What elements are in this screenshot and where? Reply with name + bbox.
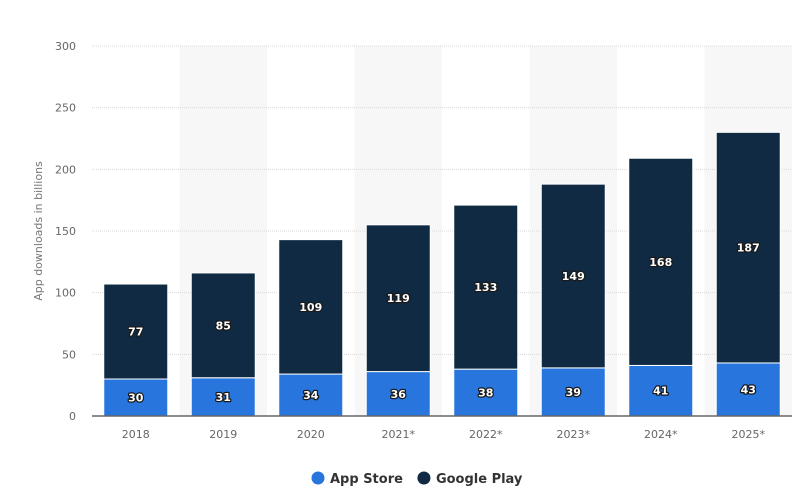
data-label: 34 (303, 389, 319, 402)
y-tick-label: 100 (55, 287, 76, 300)
data-label: 41 (653, 385, 668, 398)
bar-google-play (190, 272, 256, 379)
data-label: 38 (478, 387, 493, 400)
data-label: 36 (391, 388, 407, 401)
legend-item: Google Play (436, 472, 523, 487)
bar-google-play (278, 239, 344, 375)
bar-google-play (365, 224, 431, 373)
x-tick-label: 2022* (469, 428, 503, 441)
bar-app-store (628, 364, 694, 417)
x-tick-label: 2018 (122, 428, 150, 441)
data-label: 30 (128, 392, 144, 405)
data-label: 43 (741, 383, 756, 396)
x-tick-label: 2020 (297, 428, 325, 441)
legend-item: App Store (330, 472, 403, 487)
legend-marker (417, 471, 431, 485)
y-tick-label: 300 (55, 40, 76, 53)
x-tick-label: 2025* (732, 428, 766, 441)
data-label: 168 (649, 256, 672, 269)
x-tick-label: 2023* (557, 428, 591, 441)
x-tick-label: 2024* (644, 428, 678, 441)
data-label: 187 (737, 242, 760, 255)
y-tick-label: 250 (55, 102, 76, 115)
x-tick-label: 2021* (382, 428, 416, 441)
bar-google-play (103, 283, 169, 380)
bar-app-store (540, 367, 606, 417)
data-label: 133 (474, 281, 497, 294)
bar-app-store (715, 362, 781, 417)
bar-google-play (628, 157, 694, 366)
data-label: 149 (562, 270, 585, 283)
data-label: 109 (299, 301, 322, 314)
bar-google-play (540, 183, 606, 369)
bar-app-store (278, 373, 344, 417)
y-tick-label: 0 (69, 410, 76, 423)
x-tick-label: 2019 (209, 428, 237, 441)
data-label: 119 (387, 292, 410, 305)
bar-google-play (453, 204, 519, 370)
data-label: 39 (566, 386, 581, 399)
data-label: 85 (216, 319, 231, 332)
legend-marker (311, 471, 325, 485)
bar-app-store (453, 368, 519, 417)
y-tick-label: 50 (62, 348, 76, 361)
y-tick-label: 150 (55, 225, 76, 238)
y-axis-label: App downloads in billions (32, 161, 45, 301)
y-tick-label: 200 (55, 163, 76, 176)
data-label: 77 (128, 326, 143, 339)
bar-google-play (715, 131, 781, 364)
data-label: 31 (216, 391, 231, 404)
